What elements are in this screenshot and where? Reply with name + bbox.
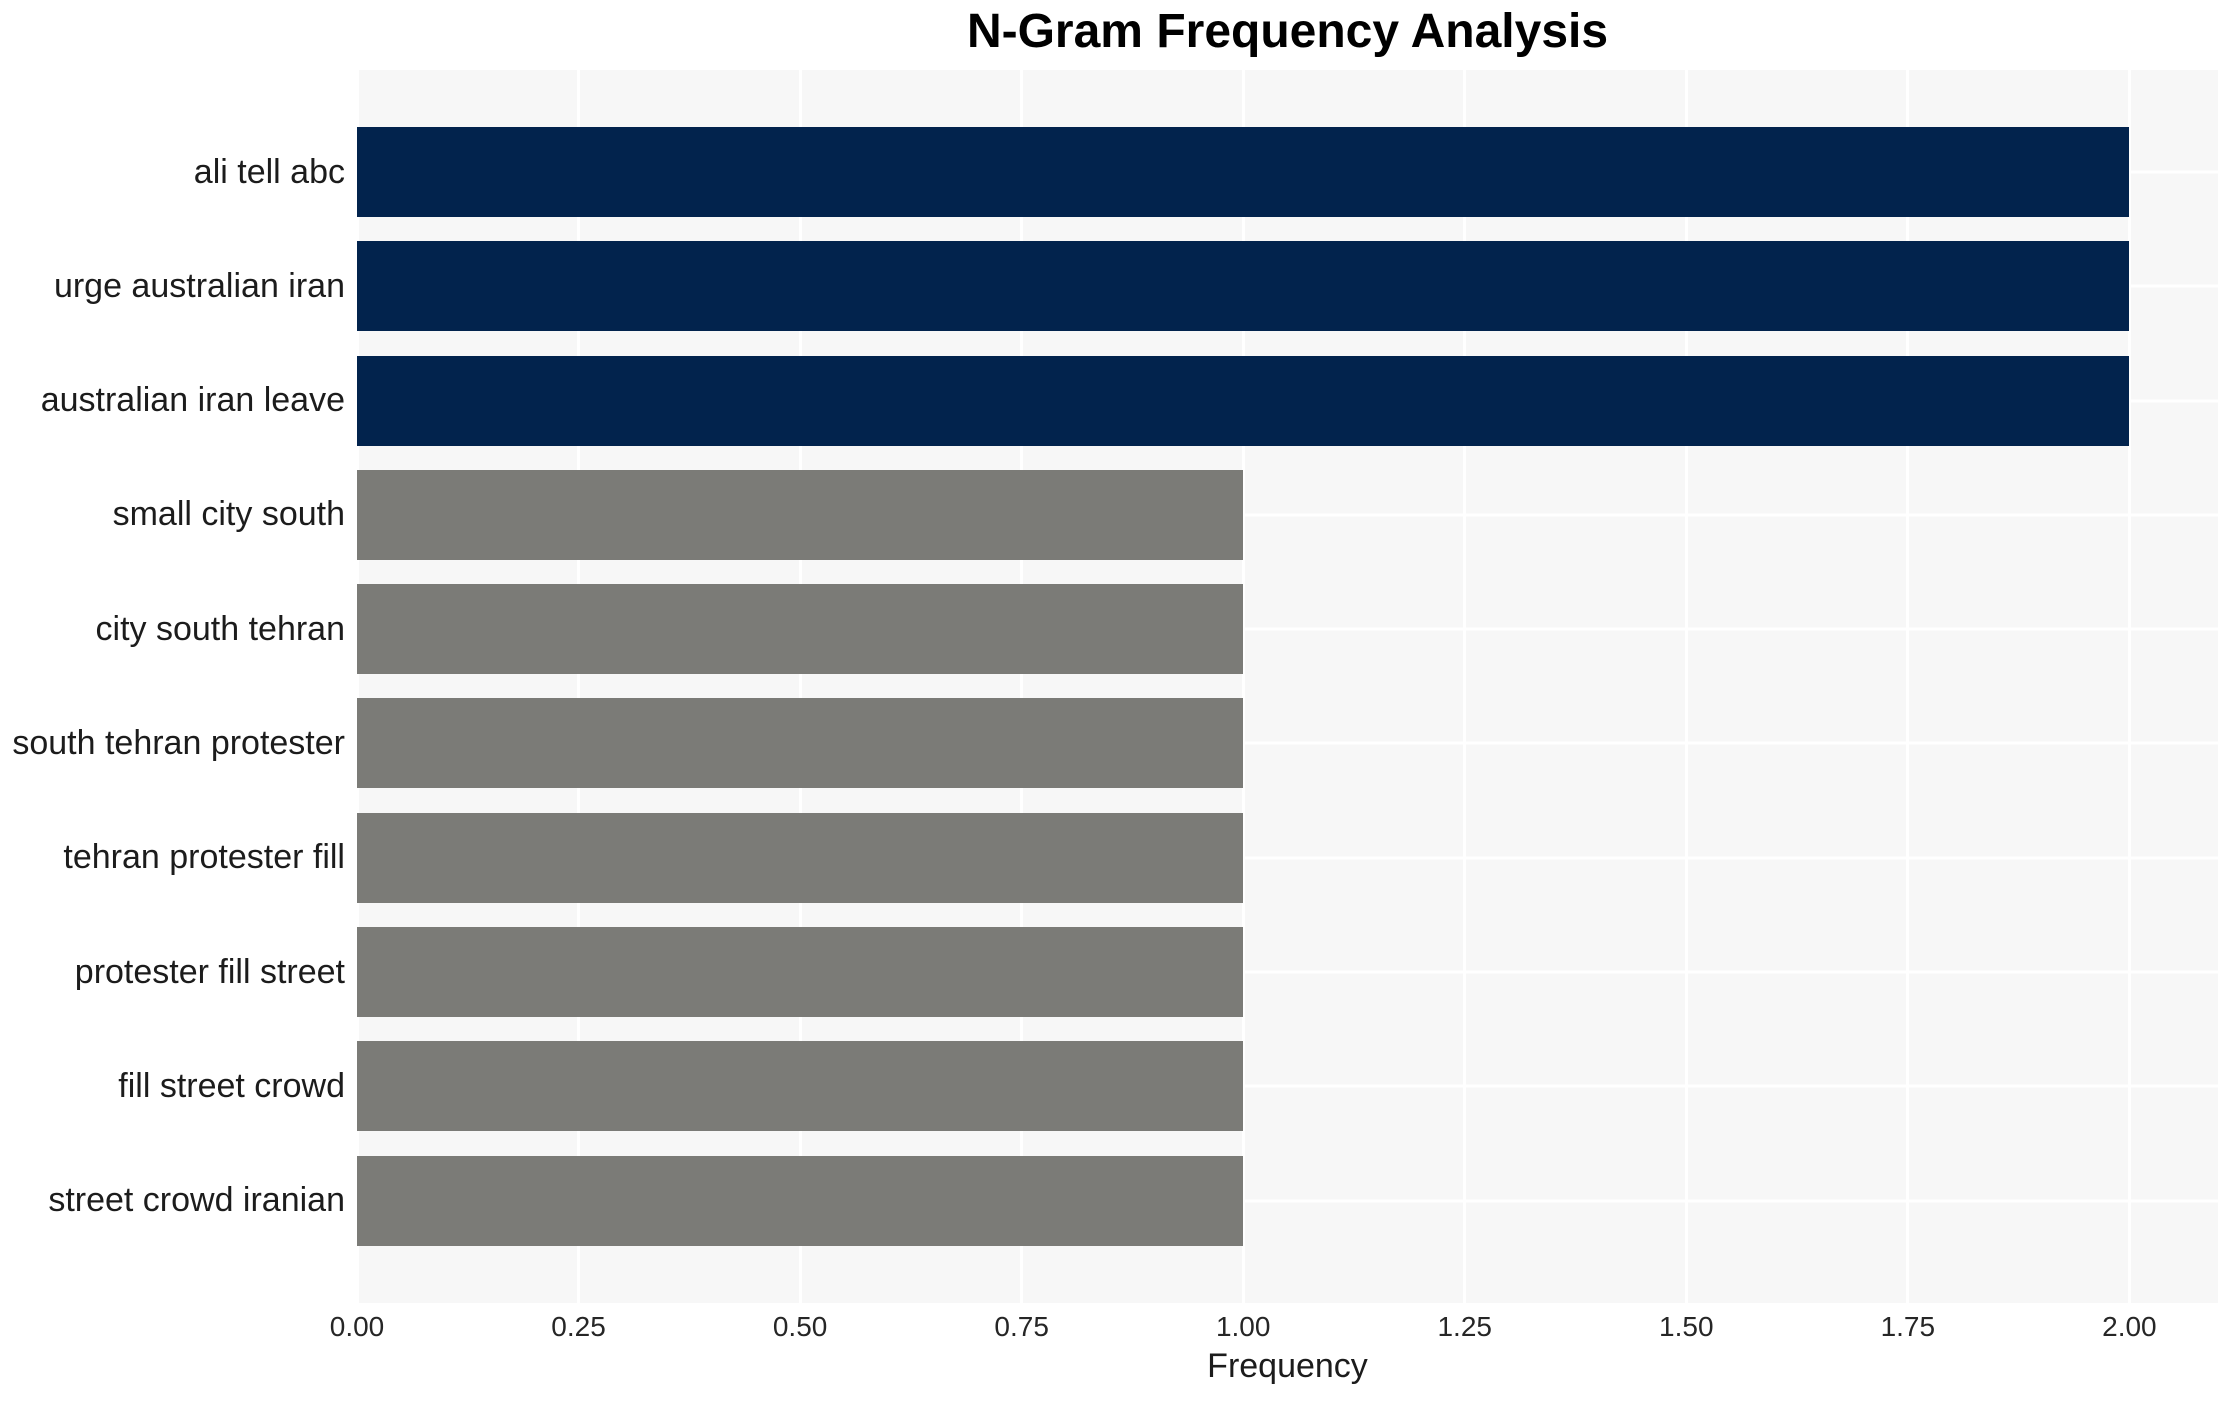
x-tick-label: 1.00 [1215,1311,1271,1342]
category-label: small city south [112,495,345,534]
bar [357,1041,1244,1132]
category-label: australian iran leave [40,381,345,420]
vertical-grid-line [1463,70,1467,1303]
bar [357,698,1244,789]
chart-title: N-Gram Frequency Analysis [966,5,1609,58]
bar-row [357,355,2218,446]
bars [357,70,2218,1303]
x-tick-label: 1.75 [1880,1311,1936,1342]
plot-area [357,70,2218,1303]
vertical-grid-line [357,70,359,1303]
bar [357,584,1244,675]
bar-row [357,127,2218,217]
bar-row [357,1041,2218,1132]
x-tick-label: 0.75 [994,1311,1049,1342]
x-tick-label: 0.00 [329,1311,385,1342]
x-tick-label: 1.50 [1659,1311,1714,1342]
vertical-grid-line [1020,70,1024,1303]
bar [357,241,2130,332]
horizontal-grid-line [357,970,2218,974]
bar-row [357,1155,2218,1246]
bar-row [357,469,2218,560]
category-label: ali tell abc [193,152,345,191]
category-label: protester fill street [74,952,345,991]
vertical-grid-line [1906,70,1910,1303]
category-label: south tehran protester [12,723,345,762]
bar [357,127,2130,217]
bar [357,1155,1244,1246]
horizontal-grid-line [357,856,2218,860]
vertical-grid-line [1684,70,1688,1303]
bar-row [357,241,2218,332]
bar-row [357,698,2218,789]
vertical-grid-line [798,70,802,1303]
horizontal-grid-line [357,627,2218,631]
category-label: street crowd iranian [48,1181,345,1220]
bar-row [357,812,2218,903]
bar-row [357,584,2218,675]
category-label: urge australian iran [53,266,345,305]
bar-row [357,927,2218,1018]
category-label: city south tehran [95,609,345,648]
x-tick-label: 2.00 [2102,1311,2157,1342]
x-axis-title: Frequency [1207,1347,1368,1385]
vertical-grid-line [2127,70,2131,1303]
x-axis-ticks: 0.00 0.25 0.50 0.75 1.00 1.25 1.50 1.75 2.00 [330,1311,2218,1351]
bar [357,469,1244,560]
category-label: fill street crowd [118,1066,345,1105]
horizontal-grid-line [357,741,2218,745]
vertical-grid-line [577,70,581,1303]
x-tick-label: 0.50 [772,1311,828,1342]
bar [357,812,1244,903]
bar [357,927,1244,1018]
horizontal-grid-line [357,513,2218,517]
category-label: tehran protester fill [63,838,345,877]
bar [357,355,2130,446]
x-tick-label: 1.25 [1437,1311,1492,1342]
vertical-grid-line [1241,70,1245,1303]
horizontal-grid-line [357,1084,2218,1088]
x-tick-label: 0.25 [551,1311,606,1342]
horizontal-grid-line [357,1199,2218,1203]
y-axis-labels: ali tell abc urge australian iran australi… [0,70,345,1303]
